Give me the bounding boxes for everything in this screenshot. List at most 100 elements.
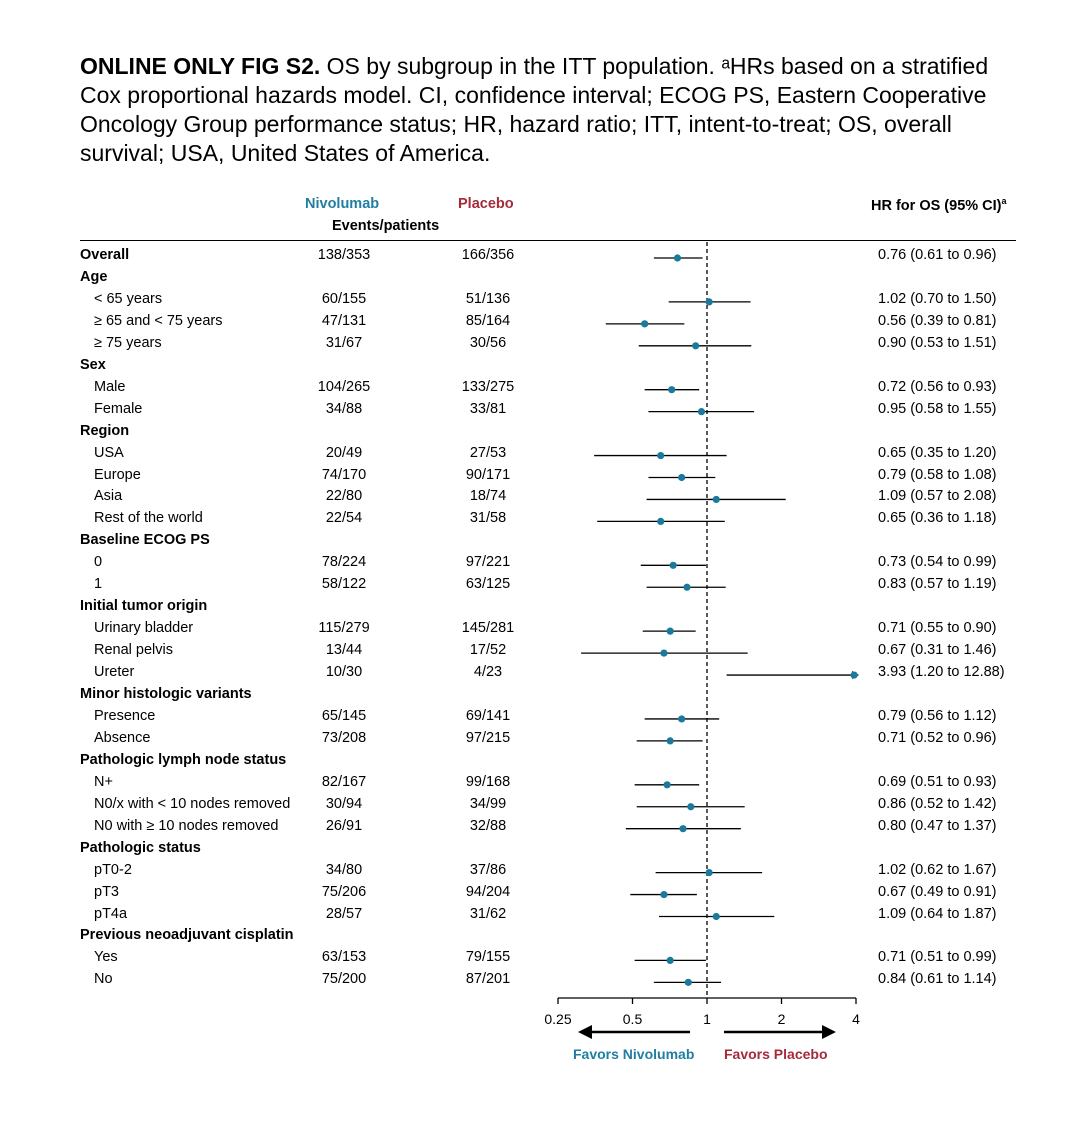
hr-value: 0.67 (0.31 to 1.46) [878,642,997,659]
placebo-events: 37/86 [469,861,507,878]
nivolumab-events: 34/88 [325,400,363,417]
nivolumab-events: 47/131 [321,312,367,329]
hr-point [687,803,695,811]
hr-value: 0.95 (0.58 to 1.55) [878,400,997,417]
hr-value: 1.09 (0.57 to 2.08) [878,488,997,505]
row-label: Initial tumor origin [80,598,208,615]
caption-title: ONLINE ONLY FIG S2. [80,53,321,79]
hr-point [697,408,706,416]
x-tick-label: 4 [852,1011,860,1027]
placebo-events: 97/215 [465,729,511,746]
table-row: Male 104/265 133/275 0.72 (0.56 to 0.93) [0,379,1080,401]
table-row: 0 78/224 97/221 0.73 (0.54 to 0.99) [0,554,1080,576]
subgroup-header-row: Pathologic lymph node status [0,752,1080,774]
row-label: ≥ 75 years [94,334,162,351]
placebo-events: 166/356 [461,247,515,263]
column-header-events: Events/patients [332,218,440,234]
table-row: ≥ 75 years 31/67 30/56 0.90 (0.53 to 1.51) [0,335,1080,357]
caption-text: OS by subgroup in the ITT population. ᵃH… [80,53,989,166]
nivolumab-events: 60/155 [321,290,367,307]
row-label: Urinary bladder [94,620,194,637]
row-label: Absence [94,729,151,746]
row-label: 1 [94,576,103,593]
hr-point [679,825,687,833]
placebo-events: 79/155 [465,949,511,966]
column-header-nivolumab: Nivolumab [305,196,380,212]
placebo-events: 51/136 [465,290,511,307]
nivolumab-events: 31/67 [325,334,363,351]
hr-value: 0.76 (0.61 to 0.96) [878,247,997,263]
hr-value: 1.02 (0.62 to 1.67) [878,861,997,878]
placebo-events: 30/56 [469,334,507,351]
placebo-events: 18/74 [469,488,507,505]
subgroup-header-row: Region [0,423,1080,445]
hr-value: 0.79 (0.58 to 1.08) [878,466,997,483]
row-label: Asia [94,488,123,505]
table-row: Renal pelvis 13/44 17/52 0.67 (0.31 to 1.46… [0,642,1080,664]
table-row: pT3 75/206 94/204 0.67 (0.49 to 0.91) [0,884,1080,906]
table-row: USA 20/49 27/53 0.65 (0.35 to 1.20) [0,445,1080,467]
hr-value: 0.65 (0.35 to 1.20) [878,444,997,461]
nivolumab-events: 22/80 [325,488,363,505]
hr-point [683,583,691,591]
hr-value: 1.09 (0.64 to 1.87) [878,905,997,922]
placebo-events: 31/58 [469,510,507,527]
hr-point [692,342,700,350]
hr-point [660,649,668,657]
placebo-events: 32/88 [469,817,507,834]
hr-value: 0.90 (0.53 to 1.51) [878,334,997,351]
favors-nivolumab-label: Favors Nivolumab [573,1046,695,1062]
row-label: Female [94,400,143,417]
hr-point [666,956,674,965]
column-header-placebo: Placebo [458,196,514,212]
nivolumab-events: 115/279 [318,620,370,637]
x-tick-label: 0.5 [623,1011,643,1027]
row-label: Ureter [94,664,135,681]
row-label: pT0-2 [94,861,132,878]
table-row: N+ 82/167 99/168 0.69 (0.51 to 0.93) [0,774,1080,796]
nivolumab-events: 58/122 [321,576,367,593]
nivolumab-events: 138/353 [317,247,371,263]
row-label: pT4a [94,905,128,922]
row-label: 0 [94,554,103,571]
row-label: Rest of the world [94,510,203,527]
row-label: Pathologic lymph node status [80,751,287,768]
hr-value: 0.83 (0.57 to 1.19) [878,576,997,593]
hr-point [666,737,674,745]
hr-value: 0.86 (0.52 to 1.42) [878,795,997,812]
placebo-events: 34/99 [469,795,507,812]
favors-nivolumab-arrow-head [578,1025,592,1039]
row-label: N0 with ≥ 10 nodes removed [94,817,279,834]
table-row: Overall 138/353 166/356 0.76 (0.61 to 0.96) [0,247,1080,269]
nivolumab-events: 13/44 [325,642,363,659]
table-row: < 65 years 60/155 51/136 1.02 (0.70 to 1.50… [0,291,1080,313]
placebo-events: 133/275 [461,378,515,395]
placebo-events: 63/125 [465,576,511,593]
hr-point [712,495,720,504]
hr-value: 0.72 (0.56 to 0.93) [878,378,997,395]
x-tick-label: 1 [703,1011,711,1027]
subgroup-header-row: Age [0,269,1080,291]
placebo-events: 33/81 [469,400,507,417]
hr-point [666,627,674,635]
subgroup-header-row: Sex [0,357,1080,379]
row-label: Previous neoadjuvant cisplatin [80,927,294,944]
row-label: < 65 years [94,290,163,307]
hr-value: 3.93 (1.20 to 12.88) [878,664,1005,681]
subgroup-header-row: Baseline ECOG PS [0,532,1080,554]
nivolumab-events: 10/30 [325,664,363,681]
nivolumab-events: 75/200 [321,971,367,988]
placebo-events: 31/62 [469,905,507,922]
hr-point [850,671,858,679]
hr-value: 0.71 (0.51 to 0.99) [878,949,997,966]
nivolumab-events: 73/208 [321,729,367,746]
nivolumab-events: 28/57 [325,905,363,922]
placebo-events: 145/281 [461,620,515,637]
nivolumab-events: 26/91 [325,817,363,834]
placebo-events: 94/204 [465,883,511,900]
nivolumab-events: 104/265 [317,378,371,395]
row-label: Region [80,422,130,439]
row-label: pT3 [94,883,119,900]
hr-value: 0.80 (0.47 to 1.37) [878,817,997,834]
table-row: pT0-2 34/80 37/86 1.02 (0.62 to 1.67) [0,862,1080,884]
